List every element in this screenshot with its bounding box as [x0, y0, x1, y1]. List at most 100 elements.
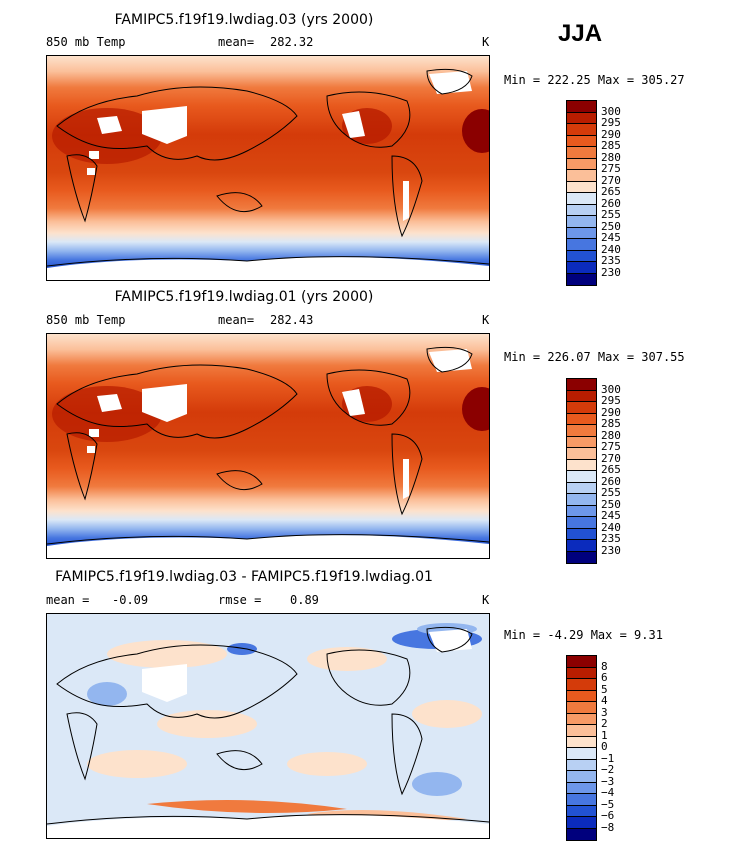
panel2-units: K [482, 313, 490, 327]
panel3-colorbar-swatch [567, 748, 596, 760]
panel2-mean-value: 282.43 [270, 313, 314, 327]
panel2-colorbar-swatch [567, 413, 596, 425]
panel2-colorbar [566, 378, 597, 564]
panel2-colorbar-swatch [567, 379, 596, 391]
panel3-colorbar-swatch [567, 690, 596, 702]
panel1-colorbar-tick: 230 [601, 265, 621, 279]
panel3-colorbar-swatch [567, 817, 596, 829]
panel3-units: K [482, 593, 490, 607]
panel3-colorbar-tick: −6 [601, 809, 615, 822]
panel1-colorbar-swatch [567, 101, 596, 113]
panel2-colorbar-swatch [567, 471, 596, 483]
panel3-colorbar-swatch [567, 782, 596, 794]
panel3-map-graphic [47, 614, 489, 838]
panel2-colorbar-swatch [567, 505, 596, 517]
panel3-colorbar-swatch [567, 759, 596, 771]
panel3-mean-label: mean = [46, 593, 90, 607]
panel1-colorbar-swatch [567, 239, 596, 251]
panel1-field-label: 850 mb Temp [46, 35, 126, 49]
panel3-colorbar-tick: 8 [601, 659, 608, 673]
panel1-colorbar-swatch [567, 216, 596, 228]
panel2-field-label: 850 mb Temp [46, 313, 126, 327]
panel3-colorbar-tick: 2 [601, 717, 608, 730]
panel2-colorbar-swatch [567, 482, 596, 494]
panel2-colorbar-tick: 280 [601, 428, 621, 442]
panel3-title: FAMIPC5.f19f19.lwdiag.03 - FAMIPC5.f19f1… [55, 569, 433, 585]
panel1-colorbar-swatch [567, 262, 596, 274]
panel2-colorbar-tick: 275 [601, 440, 621, 453]
panel1-colorbar-tick: 265 [601, 185, 621, 198]
panel1-map-graphic [47, 56, 489, 280]
panel2-colorbar-swatch [567, 494, 596, 506]
panel1-colorbar-swatch [567, 147, 596, 159]
panel1-colorbar-swatch [567, 112, 596, 124]
panel1-colorbar-tick: 255 [601, 208, 621, 221]
panel1-range: Min = 222.25 Max = 305.27 [504, 73, 685, 87]
panel1-colorbar-swatch [567, 135, 596, 147]
panel2-colorbar-swatch [567, 425, 596, 437]
panel2-colorbar-tick: 235 [601, 532, 621, 545]
panel3-colorbar-swatch [567, 828, 596, 840]
panel2-colorbar-swatch [567, 528, 596, 540]
panel3-colorbar-swatch [567, 679, 596, 691]
panel2-colorbar-tick: 250 [601, 497, 621, 511]
panel2-colorbar-tick: 285 [601, 417, 621, 430]
panel3-colorbar-tick: −4 [601, 786, 615, 799]
panel3-colorbar-swatch [567, 794, 596, 806]
panel1-colorbar [566, 100, 597, 286]
panel2-colorbar-swatch [567, 540, 596, 552]
panel1-map [46, 55, 490, 281]
panel3-colorbar-tick: 5 [601, 682, 608, 696]
panel3-colorbar-tick: −1 [601, 751, 615, 765]
panel3-colorbar-swatch [567, 667, 596, 679]
panel1-colorbar-tick: 285 [601, 139, 621, 152]
panel1-colorbar-swatch [567, 193, 596, 205]
panel2-colorbar-tick: 240 [601, 520, 621, 534]
panel1-colorbar-swatch [567, 158, 596, 170]
panel1-colorbar-swatch [567, 273, 596, 285]
panel3-colorbar-tick: 4 [601, 694, 608, 707]
panel2-colorbar-tick: 230 [601, 543, 621, 557]
panel3-colorbar-swatch [567, 736, 596, 748]
panel1-colorbar-tick: 290 [601, 127, 621, 141]
panel3-colorbar-swatch [567, 713, 596, 725]
panel3-colorbar-swatch [567, 702, 596, 714]
panel3-map [46, 613, 490, 839]
panel1-colorbar-swatch [567, 250, 596, 262]
panel1-colorbar-tick: 250 [601, 219, 621, 233]
panel1-colorbar-tick: 275 [601, 162, 621, 175]
panel3-colorbar-swatch [567, 771, 596, 783]
panel1-colorbar-swatch [567, 204, 596, 216]
panel3-colorbar-swatch [567, 805, 596, 817]
panel3-colorbar-tick: −3 [601, 774, 615, 788]
panel2-colorbar-tick: 300 [601, 382, 621, 396]
panel3-colorbar-tick: 1 [601, 728, 608, 742]
panel2-colorbar-swatch [567, 459, 596, 471]
panel1-units: K [482, 35, 490, 49]
panel1-colorbar-tick: 235 [601, 254, 621, 267]
panel2-colorbar-tick: 290 [601, 405, 621, 419]
panel1-colorbar-swatch [567, 181, 596, 193]
panel3-colorbar-tick: −8 [601, 820, 615, 834]
panel3-colorbar [566, 655, 597, 841]
panel3-mean-value: -0.09 [112, 593, 149, 607]
panel2-colorbar-swatch [567, 402, 596, 414]
panel2-mean-label: mean= [218, 313, 255, 327]
panel2-map-graphic [47, 334, 489, 558]
panel2-colorbar-swatch [567, 517, 596, 529]
panel3-range: Min = -4.29 Max = 9.31 [504, 628, 663, 642]
panel3-colorbar-swatch [567, 725, 596, 737]
panel3-colorbar-tick: 0 [601, 740, 608, 753]
panel1-mean-value: 282.32 [270, 35, 314, 49]
panel1-colorbar-tick: 240 [601, 242, 621, 256]
panel2-colorbar-tick: 245 [601, 509, 621, 522]
panel1-colorbar-tick: 270 [601, 173, 621, 187]
panel1-colorbar-tick: 280 [601, 150, 621, 164]
panel2-map [46, 333, 490, 559]
panel3-colorbar-tick: 3 [601, 705, 608, 719]
panel3-rmse-label: rmse = [218, 593, 262, 607]
panel2-colorbar-swatch [567, 390, 596, 402]
panel1-mean-label: mean= [218, 35, 255, 49]
panel1-colorbar-swatch [567, 124, 596, 136]
panel1-colorbar-swatch [567, 170, 596, 182]
